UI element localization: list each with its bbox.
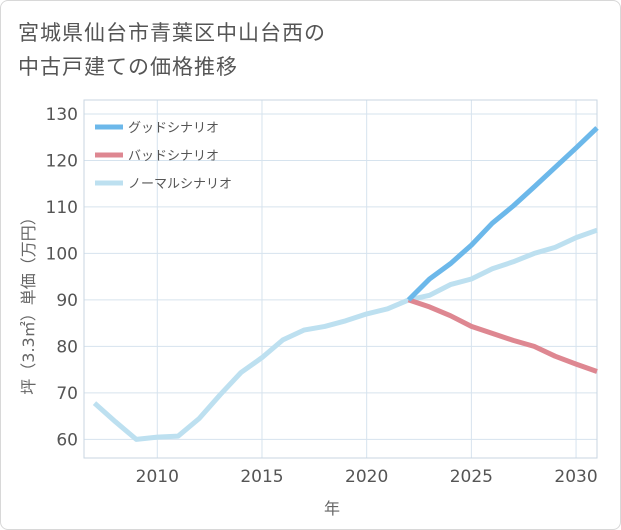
- series-line-0: [406, 126, 599, 302]
- legend-label: グッドシナリオ: [128, 121, 219, 136]
- y-tick-label: 120: [46, 151, 78, 171]
- x-tick-label: 2015: [240, 467, 283, 487]
- y-tick-label: 60: [56, 430, 78, 450]
- series-line-2: [92, 227, 598, 442]
- y-tick-label: 130: [46, 105, 78, 125]
- chart-title-line-1: 宮城県仙台市青葉区中山台西の: [18, 21, 326, 45]
- x-tick-label: 2020: [345, 467, 388, 487]
- legend-label: ノーマルシナリオ: [128, 177, 232, 192]
- legend-label: バッドシナリオ: [128, 149, 219, 164]
- chart-title-line-2: 中古戸建ての価格推移: [18, 55, 238, 79]
- x-tick-label: 2025: [450, 467, 493, 487]
- y-tick-label: 110: [46, 198, 78, 218]
- x-axis-label: 年: [324, 499, 340, 518]
- series-lines: [92, 126, 599, 442]
- y-axis-ticks: 60 70 80 90 100 110 120 130: [46, 105, 78, 450]
- series-line-1: [407, 297, 598, 374]
- y-tick-label: 70: [56, 384, 78, 404]
- x-tick-label: 2030: [554, 467, 597, 487]
- plot-area-frame: [83, 99, 598, 459]
- y-tick-label: 100: [46, 244, 78, 264]
- x-tick-label: 2010: [136, 467, 179, 487]
- x-axis-ticks: 2010 2015 2020 2025 2030: [136, 467, 598, 487]
- y-tick-label: 90: [56, 291, 78, 311]
- chart-title: 宮城県仙台市青葉区中山台西の 中古戸建ての価格推移: [18, 16, 326, 84]
- y-tick-label: 80: [56, 337, 78, 357]
- y-axis-label: 坪（3.3㎡）単価（万円）: [19, 209, 38, 394]
